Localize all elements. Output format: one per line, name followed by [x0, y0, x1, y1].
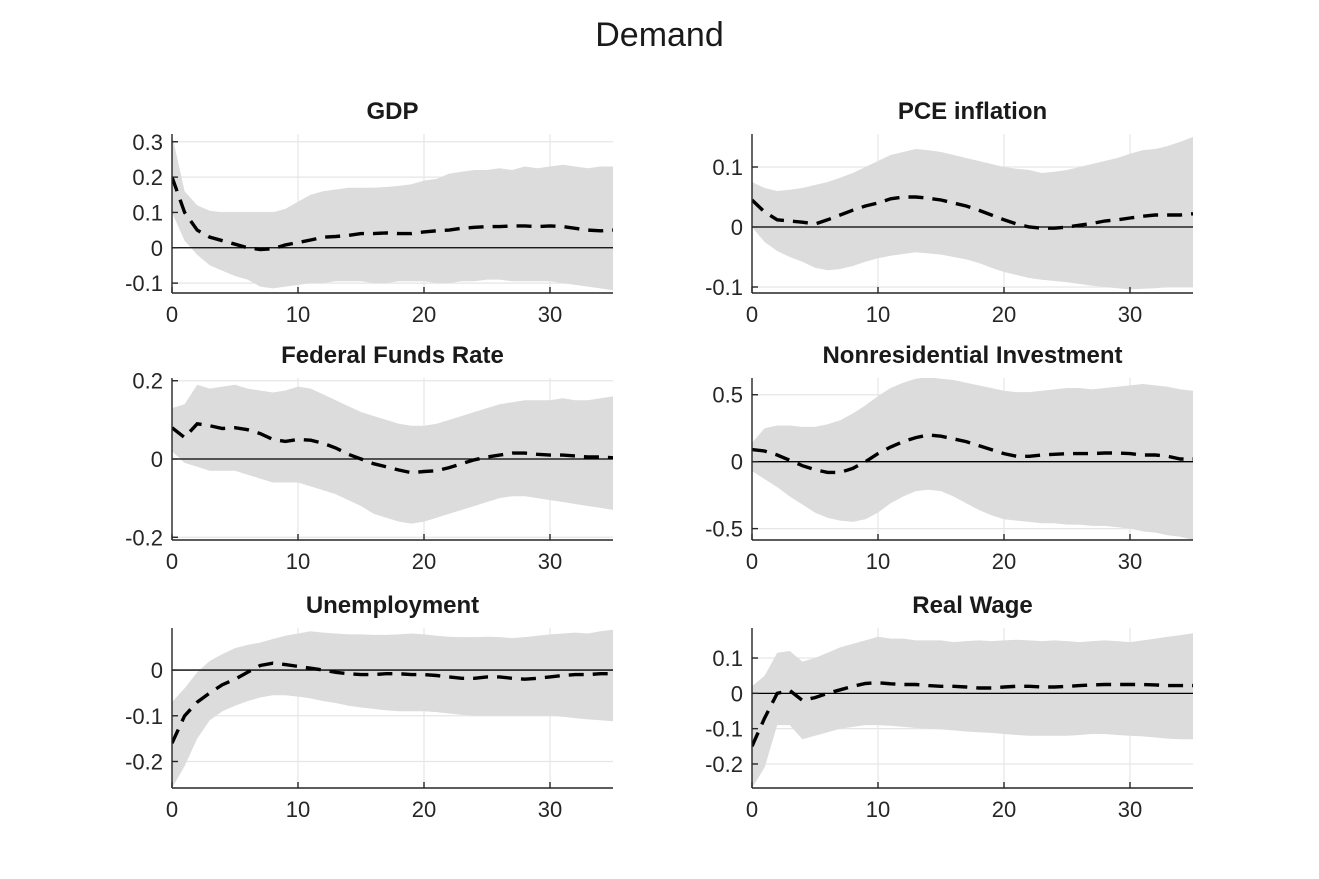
y-tick-label: 0: [151, 447, 163, 472]
y-tick-label: -0.1: [705, 275, 743, 300]
y-tick-label: 0.1: [712, 155, 743, 180]
y-tick-label: 0.2: [132, 369, 163, 394]
y-tick-label: -0.1: [125, 704, 163, 729]
median-line: [172, 421, 613, 475]
x-tick-label: 10: [866, 797, 890, 822]
subplot-title-real-wage: Real Wage: [912, 592, 1033, 619]
subplot-unemployment: -0.2 -0.1 0 0 10 20 30: [125, 628, 613, 822]
median-line: [752, 195, 1193, 230]
x-tick-label: 10: [286, 549, 310, 574]
subplot-federal-funds-rate: -0.200.20 10 20 30: [125, 369, 613, 574]
y-tick-label: 0.1: [712, 646, 743, 671]
y-tick-label: -0.2: [125, 525, 163, 550]
confidence-band: [172, 629, 613, 788]
median-line: [172, 661, 613, 744]
y-tick-label: -0.2: [125, 749, 163, 774]
x-tick-label: 10: [866, 302, 890, 327]
subplot-title-unemployment: Unemployment: [305, 592, 480, 619]
x-tick-label: 0: [746, 302, 758, 327]
figure-title: Demand: [595, 16, 724, 54]
subplot-nonresidential-investment: -0.500.50 10 20 30: [705, 378, 1193, 574]
x-tick-label: 10: [286, 797, 310, 822]
subplot-title-pce-inflation: PCE inflation: [897, 98, 1048, 125]
x-tick-label: 30: [538, 549, 562, 574]
y-tick-label: 0: [731, 215, 743, 240]
confidence-band: [172, 134, 613, 291]
x-tick-label: 0: [166, 797, 178, 822]
x-tick-label: 20: [992, 797, 1016, 822]
confidence-band: [752, 378, 1193, 540]
confidence-band: [172, 384, 613, 524]
y-tick-label: -0.5: [705, 517, 743, 542]
x-tick-label: 0: [746, 797, 758, 822]
x-tick-label: 0: [166, 549, 178, 574]
x-tick-label: 30: [1118, 797, 1142, 822]
x-tick-label: 20: [412, 549, 436, 574]
x-tick-label: 20: [412, 797, 436, 822]
y-tick-label: 0.5: [712, 383, 743, 408]
subplot-gdp: -0.100.10.20.30 10 20 30: [125, 130, 613, 327]
x-tick-label: 30: [538, 302, 562, 327]
confidence-band: [752, 137, 1193, 290]
subplot-title-federal-funds-rate: Federal Funds Rate: [281, 342, 504, 369]
x-tick-label: 0: [166, 302, 178, 327]
y-tick-label: 0.1: [132, 200, 163, 225]
x-tick-label: 20: [992, 549, 1016, 574]
subplot-real-wage: -0.2 -0.1 0 0.1 0 10 20 30: [705, 628, 1193, 822]
median-line: [752, 433, 1193, 475]
subplot-title-nonresidential-investment: Nonresidential Investment: [822, 342, 1123, 369]
y-tick-label: 0.3: [132, 130, 163, 155]
x-tick-label: 10: [866, 549, 890, 574]
y-tick-label: 0: [731, 450, 743, 475]
median-line: [172, 176, 613, 252]
y-tick-label: 0: [151, 236, 163, 261]
x-tick-label: 20: [992, 302, 1016, 327]
y-tick-label: -0.2: [705, 752, 743, 777]
x-tick-label: 30: [538, 797, 562, 822]
y-tick-label: 0: [151, 658, 163, 683]
subplot-pce-inflation: -0.100.10 10 20 30: [705, 134, 1193, 327]
subplot-title-gdp: GDP: [366, 98, 419, 125]
y-tick-label: -0.1: [125, 271, 163, 296]
x-tick-label: 30: [1118, 302, 1142, 327]
y-tick-label: -0.1: [705, 717, 743, 742]
x-tick-label: 10: [286, 302, 310, 327]
x-tick-label: 20: [412, 302, 436, 327]
confidence-band: [752, 633, 1193, 788]
y-tick-label: 0: [731, 681, 743, 706]
x-tick-label: 0: [746, 549, 758, 574]
x-tick-label: 30: [1118, 549, 1142, 574]
y-tick-label: 0.2: [132, 165, 163, 190]
